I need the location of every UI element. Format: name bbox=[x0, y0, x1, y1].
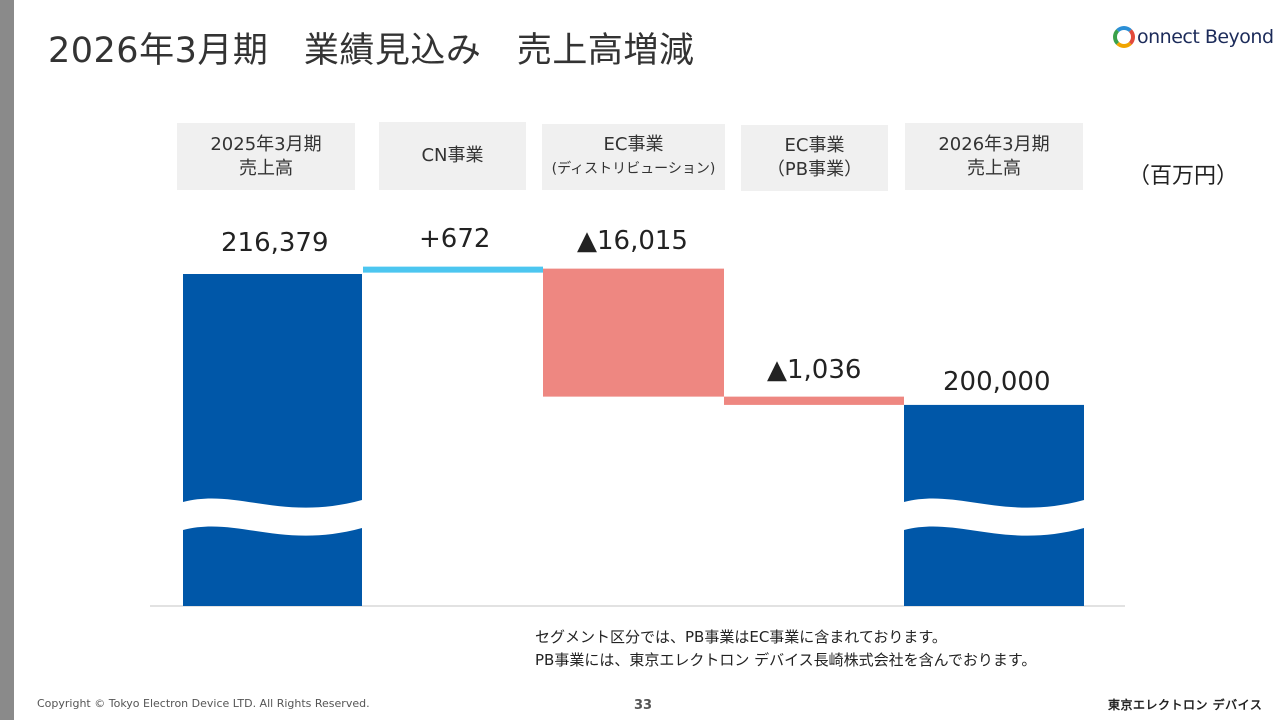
value-label-2025: 216,379 bbox=[221, 228, 329, 258]
header-2025-sales: 2025年3月期 売上高 bbox=[177, 123, 355, 190]
header-line1: 2026年3月期 bbox=[938, 133, 1050, 155]
header-ec-pb: EC事業 （PB事業） bbox=[741, 125, 888, 191]
header-line1: 2025年3月期 bbox=[210, 133, 322, 155]
connect-beyond-logo: onnect Beyond bbox=[1113, 26, 1274, 48]
segment-note: セグメント区分では、PB事業はEC事業に含まれております。 PB事業には、東京エ… bbox=[535, 626, 1036, 672]
bar-ec-pb-decrease bbox=[724, 396, 904, 405]
axis-break-wave bbox=[904, 498, 1084, 536]
header-line1: EC事業 bbox=[784, 135, 845, 156]
unit-label: （百万円） bbox=[1128, 164, 1239, 189]
left-accent-stripe bbox=[0, 0, 14, 720]
bar-ec-distribution-decrease bbox=[543, 268, 724, 397]
page-number: 33 bbox=[634, 698, 653, 713]
bar-cn-increase bbox=[363, 266, 543, 273]
axis-break-wave bbox=[183, 498, 362, 536]
header-line1: EC事業 bbox=[603, 134, 664, 155]
header-ec-distribution: EC事業 (ディストリビューション) bbox=[542, 124, 725, 190]
header-line2: （PB事業） bbox=[766, 159, 863, 180]
logo-text: onnect Beyond bbox=[1137, 26, 1274, 48]
note-line-2: PB事業には、東京エレクトロン デバイス長崎株式会社を含んでおります。 bbox=[535, 651, 1037, 669]
header-line2: 売上高 bbox=[239, 157, 293, 179]
bar-2025-total bbox=[183, 274, 362, 606]
page-title: 2026年3月期 業績見込み 売上高増減 bbox=[48, 31, 695, 71]
value-label-ec-pb: ▲1,036 bbox=[767, 355, 862, 385]
header-cn-business: CN事業 bbox=[379, 122, 526, 190]
header-2026-sales: 2026年3月期 売上高 bbox=[905, 123, 1083, 190]
value-label-cn: +672 bbox=[419, 224, 491, 254]
company-logo-text: 東京エレクトロン デバイス bbox=[1108, 698, 1263, 712]
header-line1: CN事業 bbox=[421, 145, 484, 166]
note-line-1: セグメント区分では、PB事業はEC事業に含まれております。 bbox=[535, 628, 947, 646]
header-line2: (ディストリビューション) bbox=[551, 161, 716, 177]
header-line2: 売上高 bbox=[967, 157, 1021, 179]
value-label-ec-distribution: ▲16,015 bbox=[577, 226, 688, 256]
copyright-text: Copyright © Tokyo Electron Device LTD. A… bbox=[37, 697, 370, 710]
value-label-2026: 200,000 bbox=[943, 367, 1051, 397]
logo-ring-icon bbox=[1113, 26, 1135, 48]
